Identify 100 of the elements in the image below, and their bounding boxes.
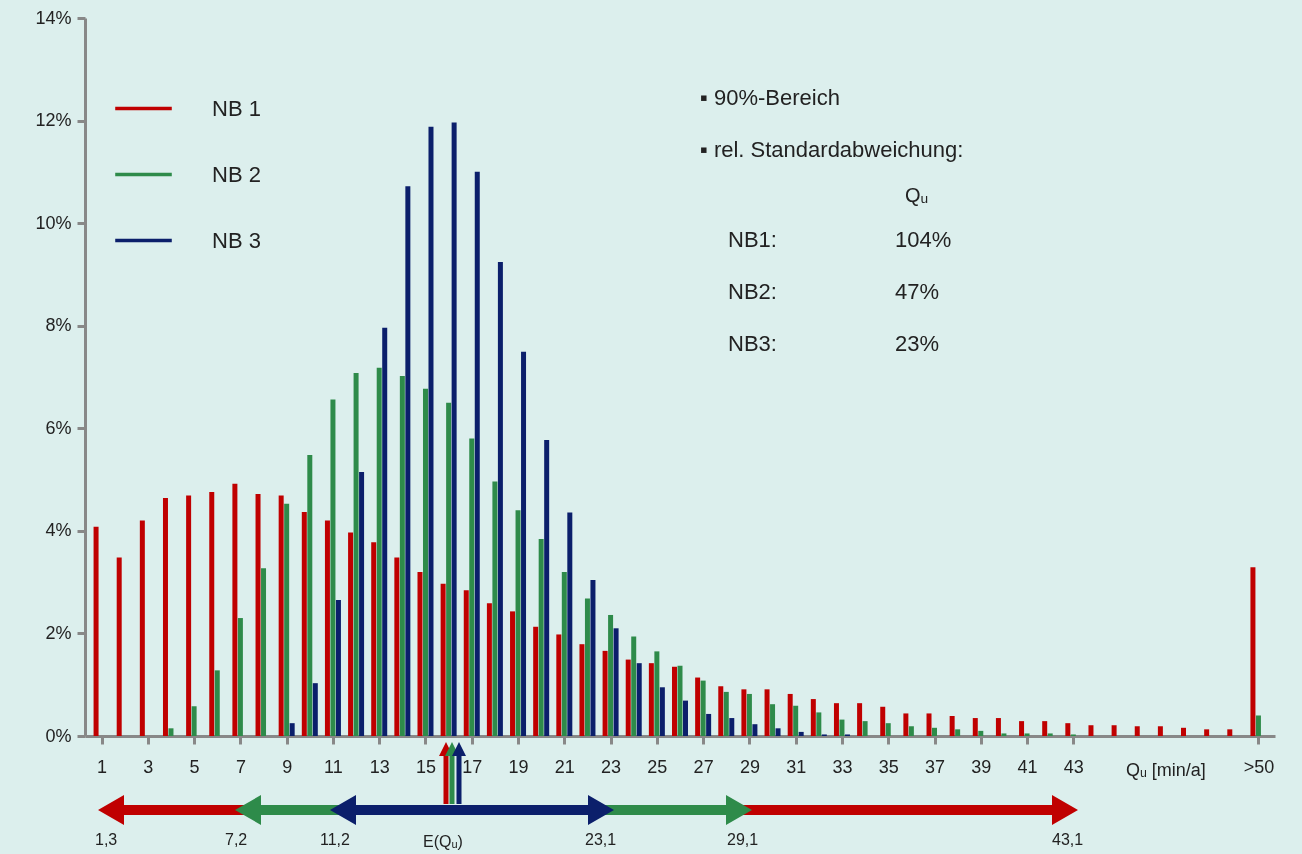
y-tick-label: 12% bbox=[35, 110, 72, 131]
bar bbox=[284, 503, 290, 736]
bar bbox=[394, 557, 400, 736]
x-tick-label: 23 bbox=[601, 756, 622, 777]
bar bbox=[1065, 723, 1071, 736]
bar bbox=[371, 542, 377, 736]
annotation: NB3: bbox=[728, 331, 777, 356]
y-tick-label: 6% bbox=[45, 417, 72, 438]
y-tick-label: 0% bbox=[45, 725, 72, 746]
bar bbox=[1088, 725, 1094, 736]
bar bbox=[359, 471, 365, 736]
bar bbox=[474, 171, 480, 736]
bar bbox=[255, 493, 261, 736]
y-tick-label: 14% bbox=[35, 7, 72, 28]
bar bbox=[335, 600, 341, 736]
x-tick-label: 9 bbox=[282, 756, 293, 777]
bar bbox=[810, 699, 816, 736]
x-tick-label: 31 bbox=[786, 756, 807, 777]
bar bbox=[741, 689, 747, 736]
bar bbox=[648, 663, 654, 736]
bar bbox=[932, 727, 938, 736]
y-tick-label: 10% bbox=[35, 212, 72, 233]
bar bbox=[1001, 733, 1007, 736]
bar bbox=[729, 718, 735, 736]
bar bbox=[561, 571, 567, 736]
bar bbox=[515, 510, 521, 736]
bar bbox=[839, 719, 845, 736]
annotation: NB1: bbox=[728, 227, 777, 252]
text: E(Qᵤ) bbox=[423, 833, 463, 850]
bar bbox=[972, 718, 978, 736]
bar bbox=[677, 665, 683, 736]
bar bbox=[1157, 726, 1163, 736]
bar bbox=[885, 723, 891, 736]
y-tick-label: 4% bbox=[45, 520, 72, 541]
text: 11,2 bbox=[320, 831, 351, 848]
annotation: ▪ rel. Standardabweichung: bbox=[700, 137, 964, 162]
bar bbox=[301, 511, 307, 736]
x-tick-label: 25 bbox=[647, 756, 668, 777]
bar bbox=[631, 636, 637, 736]
bar bbox=[405, 186, 411, 736]
bar bbox=[497, 262, 503, 736]
bar bbox=[752, 724, 758, 736]
bar bbox=[787, 693, 793, 736]
bar bbox=[312, 683, 318, 736]
bar bbox=[1024, 733, 1030, 736]
bar bbox=[567, 512, 573, 736]
bar bbox=[261, 568, 267, 736]
annotation: ▪ 90%-Bereich bbox=[700, 85, 840, 110]
bar bbox=[162, 498, 168, 736]
annotation: Qᵤ bbox=[905, 184, 929, 206]
bar bbox=[955, 729, 961, 736]
bar bbox=[486, 603, 492, 736]
bar bbox=[463, 590, 469, 736]
bar bbox=[1042, 721, 1048, 736]
bar bbox=[232, 483, 238, 736]
bar bbox=[1047, 733, 1053, 736]
bar bbox=[422, 388, 428, 736]
bar bbox=[775, 728, 781, 736]
bar bbox=[1255, 715, 1261, 736]
bar bbox=[214, 670, 220, 736]
bar bbox=[584, 598, 590, 736]
x-tick-label: 11 bbox=[324, 756, 343, 777]
x-tick-label: 39 bbox=[971, 756, 992, 777]
legend-label: NB 2 bbox=[212, 161, 261, 187]
x-tick-label: >50 bbox=[1243, 756, 1275, 777]
bar bbox=[625, 659, 631, 736]
x-axis-title: Qᵤ [min/a] bbox=[1125, 760, 1206, 780]
y-tick-label: 2% bbox=[45, 622, 72, 643]
bar bbox=[695, 677, 701, 736]
bar bbox=[1250, 567, 1256, 736]
bar bbox=[1204, 729, 1210, 736]
bar bbox=[880, 706, 886, 736]
x-tick-label: 27 bbox=[693, 756, 714, 777]
bar bbox=[903, 713, 909, 736]
annotation: NB2: bbox=[728, 279, 777, 304]
bar bbox=[723, 691, 729, 736]
bar bbox=[908, 726, 914, 736]
bar bbox=[770, 704, 776, 736]
bar bbox=[683, 700, 688, 736]
bar bbox=[579, 644, 585, 736]
bar bbox=[440, 583, 446, 736]
bar bbox=[469, 438, 475, 736]
x-tick-label: 41 bbox=[1017, 756, 1038, 777]
bar bbox=[382, 327, 388, 736]
bar bbox=[1019, 721, 1025, 736]
bar bbox=[1181, 727, 1187, 736]
bar bbox=[926, 713, 932, 736]
bar bbox=[602, 650, 608, 736]
bar bbox=[746, 693, 752, 736]
x-tick-label: 15 bbox=[415, 756, 437, 777]
bar bbox=[93, 526, 99, 736]
bar bbox=[636, 663, 642, 736]
bar bbox=[978, 730, 984, 736]
x-tick-label: 19 bbox=[508, 756, 529, 777]
x-tick-label: 21 bbox=[554, 756, 575, 777]
bar bbox=[556, 634, 562, 736]
bar bbox=[857, 703, 863, 736]
y-tick-label: 8% bbox=[45, 315, 72, 336]
x-tick-label: 29 bbox=[739, 756, 760, 777]
bar bbox=[533, 626, 539, 736]
